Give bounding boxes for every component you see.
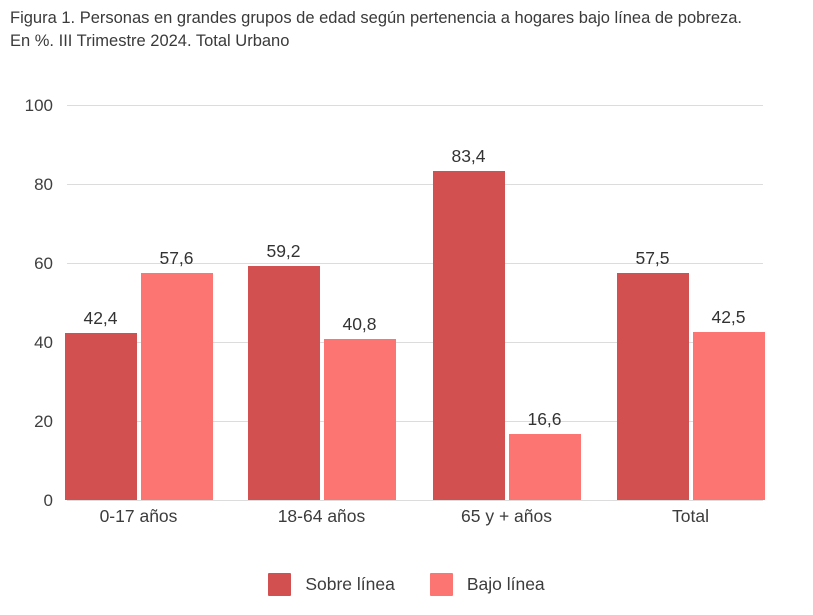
bar-bajo-linea[interactable]	[692, 332, 765, 500]
y-tick-label-100: 100	[24, 95, 53, 115]
bar-group-1: 42,4 57,6	[64, 105, 213, 500]
y-tick-label-80: 80	[34, 174, 53, 194]
bar-value-label: 59,2	[266, 241, 301, 262]
gridline-y80	[67, 184, 763, 185]
bar-sobre-linea[interactable]	[247, 266, 320, 500]
legend-label-bajo-linea: Bajo línea	[466, 574, 545, 594]
bar-column-bajo-linea: 40,8	[323, 313, 396, 500]
bar-value-label: 42,5	[711, 307, 746, 328]
bar-column-sobre-linea: 59,2	[247, 241, 320, 500]
bar-bajo-linea[interactable]	[508, 434, 581, 500]
x-axis-label-2: 18-64 años	[277, 506, 366, 526]
gridline-y40	[67, 342, 763, 343]
bar-column-bajo-linea: 57,6	[140, 247, 213, 500]
y-tick-label-0: 0	[43, 490, 53, 510]
bar-column-sobre-linea: 83,4	[432, 145, 505, 500]
legend-label-sobre-linea: Sobre línea	[305, 574, 395, 594]
x-axis-label-4: Total	[672, 506, 709, 526]
bar-sobre-linea[interactable]	[432, 170, 505, 500]
bar-value-label: 83,4	[451, 145, 486, 166]
bar-value-label: 40,8	[342, 313, 377, 334]
gridline-y60	[67, 263, 763, 264]
gridline-y0	[67, 500, 763, 501]
bar-value-label: 57,5	[635, 247, 670, 268]
bar-value-label: 16,6	[527, 409, 562, 430]
gridline-y100	[67, 105, 763, 106]
legend-swatch-bajo-linea-icon	[429, 573, 453, 596]
y-tick-label-20: 20	[34, 411, 53, 431]
legend-item-sobre-linea[interactable]: Sobre línea	[268, 573, 395, 596]
bar-sobre-linea[interactable]	[64, 332, 137, 500]
legend-swatch-sobre-linea-icon	[268, 573, 292, 596]
chart-title: Figura 1. Personas en grandes grupos de …	[10, 7, 805, 53]
bar-group-2: 59,2 40,8	[247, 105, 396, 500]
bar-value-label: 42,4	[83, 307, 118, 328]
bar-column-bajo-linea: 16,6	[508, 409, 581, 500]
bar-bajo-linea[interactable]	[140, 272, 213, 500]
gridline-y20	[67, 421, 763, 422]
bar-sobre-linea[interactable]	[616, 272, 689, 500]
y-tick-label-60: 60	[34, 253, 53, 273]
y-tick-label-40: 40	[34, 332, 53, 352]
bar-group-3: 83,4 16,6	[432, 105, 581, 500]
bar-bajo-linea[interactable]	[323, 338, 396, 500]
x-axis-label-3: 65 y + años	[461, 506, 552, 526]
bar-value-label: 57,6	[159, 247, 194, 268]
x-axis-label-1: 0-17 años	[99, 506, 178, 526]
chart-title-line2: En %. III Trimestre 2024. Total Urbano	[10, 32, 290, 50]
bar-column-sobre-linea: 57,5	[616, 247, 689, 500]
bar-column-sobre-linea: 42,4	[64, 307, 137, 500]
chart-title-line1: Figura 1. Personas en grandes grupos de …	[10, 9, 743, 27]
bar-group-4: 57,5 42,5	[616, 105, 765, 500]
legend-item-bajo-linea[interactable]: Bajo línea	[429, 573, 545, 596]
bar-column-bajo-linea: 42,5	[692, 307, 765, 500]
legend: Sobre línea Bajo línea	[0, 573, 813, 596]
